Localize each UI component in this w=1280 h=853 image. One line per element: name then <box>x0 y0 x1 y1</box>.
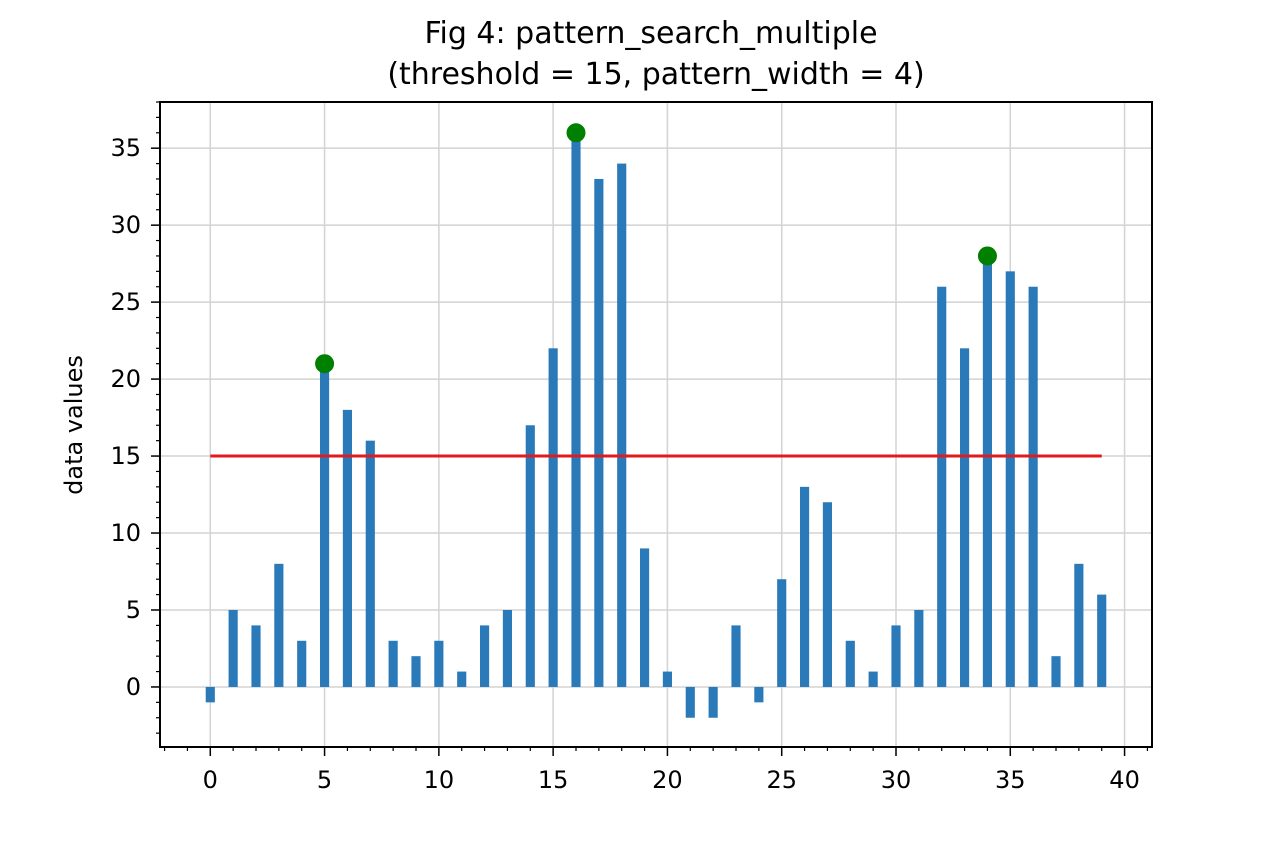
bar <box>685 686 695 718</box>
bar <box>205 686 215 703</box>
bar <box>1051 656 1061 687</box>
bar <box>594 178 604 687</box>
bar <box>342 409 352 687</box>
x-tick-label: 25 <box>766 766 797 794</box>
bar <box>800 486 810 687</box>
bar <box>251 625 261 687</box>
bar <box>1028 286 1038 687</box>
bar <box>525 425 535 687</box>
y-tick-label: 35 <box>110 134 141 162</box>
peak-marker <box>566 123 586 143</box>
x-tick-label: 20 <box>652 766 683 794</box>
bar <box>868 671 878 687</box>
bar <box>388 640 398 687</box>
bar <box>822 502 832 687</box>
bar <box>411 656 421 687</box>
peak-marker <box>315 354 335 374</box>
bar <box>457 671 467 687</box>
bar <box>982 255 992 687</box>
bar <box>1005 271 1015 687</box>
bar <box>1074 563 1084 687</box>
bar <box>297 640 307 687</box>
bar <box>548 348 558 687</box>
bar <box>640 548 650 687</box>
peak-markers <box>315 123 997 374</box>
bar <box>937 286 947 687</box>
bar <box>502 609 512 687</box>
y-tick-label: 20 <box>110 365 141 393</box>
x-tick-label: 15 <box>538 766 569 794</box>
bar <box>662 671 672 687</box>
peak-marker <box>977 246 997 266</box>
bar <box>365 440 375 687</box>
bar <box>845 640 855 687</box>
bar <box>777 579 787 687</box>
bars <box>205 132 1107 718</box>
bar <box>754 686 764 703</box>
y-axis-label: data values <box>60 355 88 495</box>
bar <box>617 163 627 687</box>
bar <box>274 563 284 687</box>
y-tick-label: 0 <box>126 673 141 701</box>
bar <box>914 609 924 687</box>
bar <box>571 132 581 687</box>
y-tick-label: 5 <box>126 596 141 624</box>
x-tick-label: 10 <box>424 766 455 794</box>
plot-frame <box>159 101 1153 748</box>
x-tick-label: 30 <box>881 766 912 794</box>
bar <box>434 640 444 687</box>
bar <box>731 625 741 687</box>
bar <box>1097 594 1107 687</box>
y-tick-label: 15 <box>110 442 141 470</box>
y-tick-label: 25 <box>110 288 141 316</box>
chart-title-line2: (threshold = 15, pattern_width = 4) <box>387 57 924 92</box>
axes-frame <box>159 101 1153 748</box>
bar <box>960 348 970 687</box>
y-tick-label: 10 <box>110 519 141 547</box>
ticks: 0 5 10 15 20 25 30 35 40 0 5 10 15 20 25 30 35 <box>110 101 1149 794</box>
x-tick-label: 0 <box>203 766 218 794</box>
bar <box>320 363 330 687</box>
bar <box>891 625 901 687</box>
bar <box>228 609 238 687</box>
chart-title-line1: Fig 4: pattern_search_multiple <box>424 16 877 51</box>
x-tick-label: 5 <box>317 766 332 794</box>
x-tick-label: 35 <box>995 766 1026 794</box>
y-tick-label: 30 <box>110 211 141 239</box>
x-tick-label: 40 <box>1109 766 1140 794</box>
bar <box>708 686 718 718</box>
bar <box>480 625 490 687</box>
grid <box>160 102 1152 747</box>
